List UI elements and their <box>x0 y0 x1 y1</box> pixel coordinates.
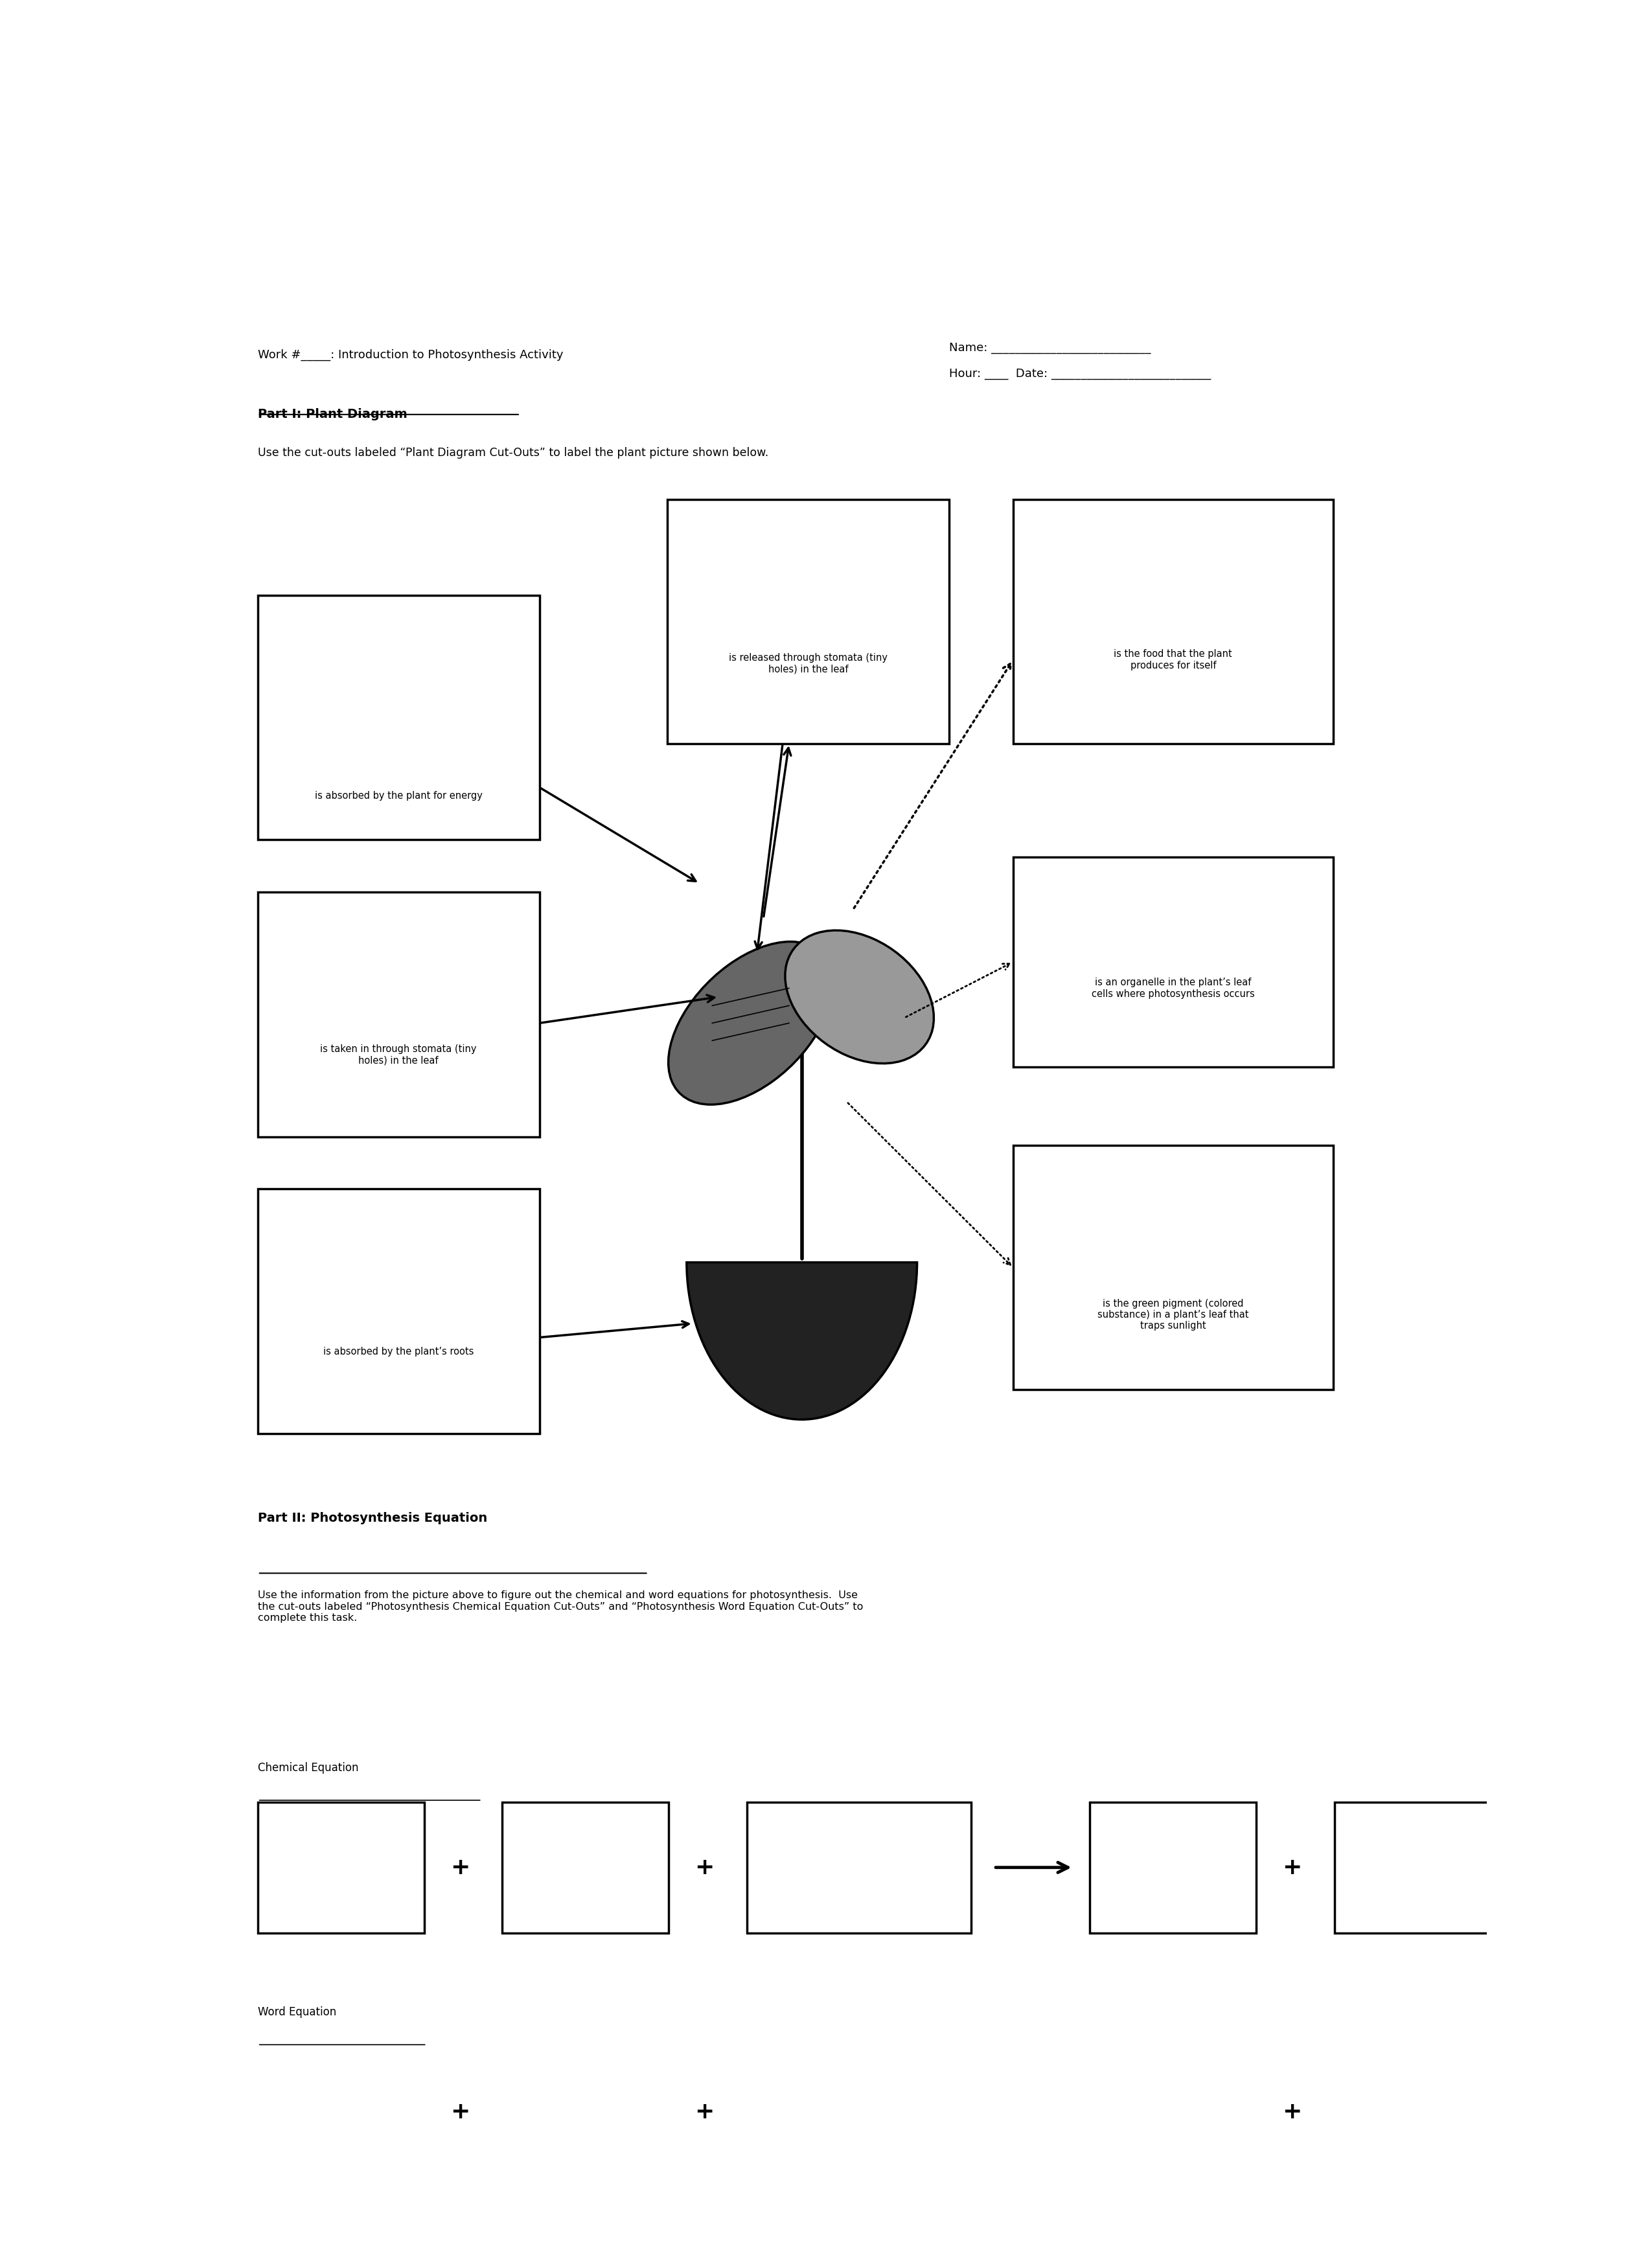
Text: +: + <box>695 1857 714 1878</box>
Text: is the food that the plant
produces for itself: is the food that the plant produces for … <box>1113 649 1232 671</box>
Bar <box>1335 2046 1502 2177</box>
Bar <box>258 2046 425 2177</box>
Bar <box>1335 1803 1502 1932</box>
Text: Word Equation: Word Equation <box>258 2007 337 2019</box>
Text: Hour: ____  Date: ___________________________: Hour: ____ Date: _______________________… <box>948 367 1211 379</box>
Text: is released through stomata (tiny
holes) in the leaf: is released through stomata (tiny holes)… <box>729 653 887 674</box>
Text: Name: ___________________________: Name: ___________________________ <box>948 342 1151 354</box>
Bar <box>258 1803 425 1932</box>
Bar <box>667 499 948 744</box>
Bar <box>258 1188 539 1433</box>
Text: is absorbed by the plant for energy: is absorbed by the plant for energy <box>314 792 482 801</box>
Bar <box>1013 857 1333 1066</box>
Ellipse shape <box>669 941 833 1105</box>
Bar <box>1090 1803 1256 1932</box>
Text: is taken in through stomata (tiny
holes) in the leaf: is taken in through stomata (tiny holes)… <box>320 1043 477 1066</box>
Bar <box>747 1803 971 1932</box>
Text: is absorbed by the plant’s roots: is absorbed by the plant’s roots <box>324 1347 474 1356</box>
Text: Part I: Plant Diagram: Part I: Plant Diagram <box>258 408 406 420</box>
Ellipse shape <box>785 930 933 1064</box>
Text: Part II: Photosynthesis Equation: Part II: Photosynthesis Equation <box>258 1513 487 1524</box>
Bar <box>258 891 539 1136</box>
Text: +: + <box>449 1857 469 1878</box>
Bar <box>1013 1145 1333 1390</box>
Text: Work #_____: Introduction to Photosynthesis Activity: Work #_____: Introduction to Photosynthe… <box>258 349 563 361</box>
Text: is an organelle in the plant’s leaf
cells where photosynthesis occurs: is an organelle in the plant’s leaf cell… <box>1092 978 1254 998</box>
Text: Use the cut-outs labeled “Plant Diagram Cut-Outs” to label the plant picture sho: Use the cut-outs labeled “Plant Diagram … <box>258 447 768 458</box>
Text: is the green pigment (colored
substance) in a plant’s leaf that
traps sunlight: is the green pigment (colored substance)… <box>1097 1300 1249 1331</box>
Text: +: + <box>1282 1857 1302 1878</box>
Bar <box>258 594 539 839</box>
Bar <box>1013 499 1333 744</box>
Wedge shape <box>687 1263 917 1420</box>
Text: Chemical Equation: Chemical Equation <box>258 1762 358 1774</box>
Text: +: + <box>1282 2100 1302 2123</box>
Text: Use the information from the picture above to figure out the chemical and word e: Use the information from the picture abo… <box>258 1590 862 1624</box>
Text: +: + <box>449 2100 469 2123</box>
Bar <box>502 1803 669 1932</box>
Bar <box>502 2046 669 2177</box>
Bar <box>747 2046 971 2177</box>
Bar <box>1090 2046 1256 2177</box>
Text: +: + <box>695 2100 714 2123</box>
